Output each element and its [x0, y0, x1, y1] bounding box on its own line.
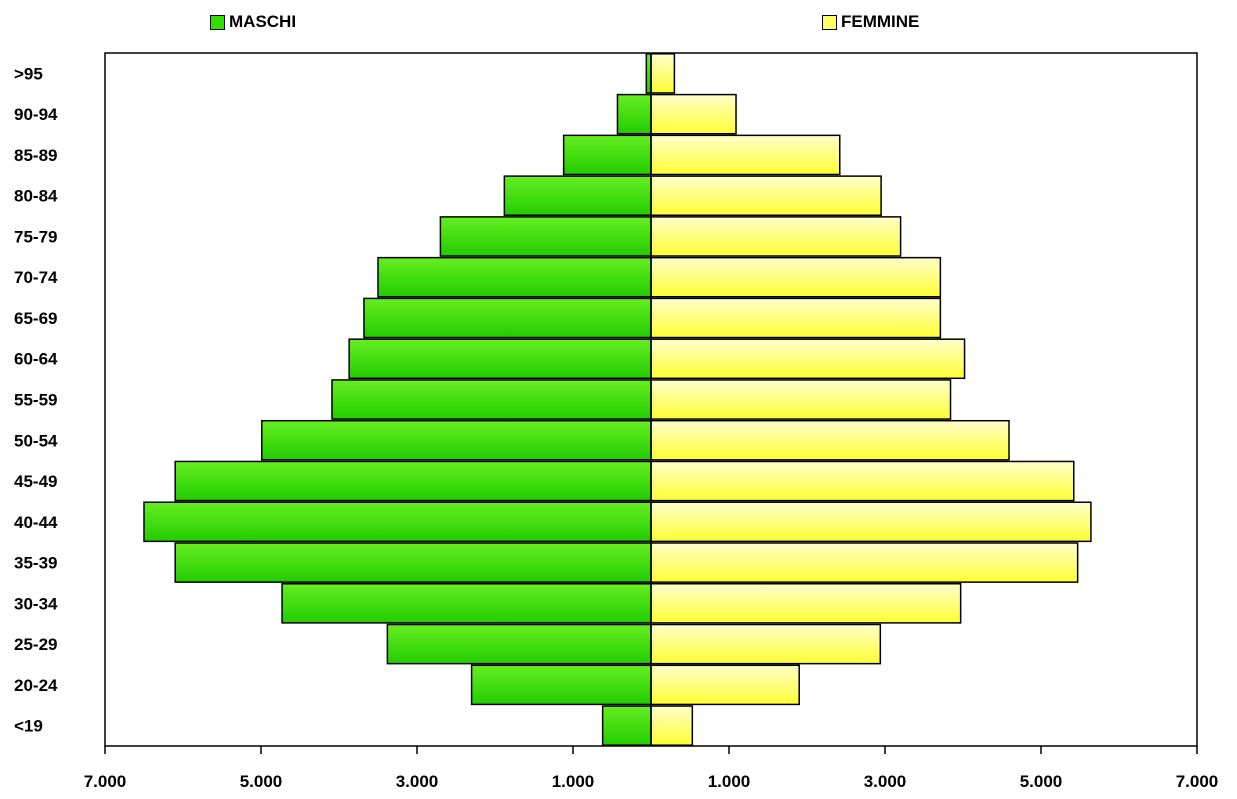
bar-femmine-12: [650, 542, 1079, 583]
bar-maschi-11: [143, 501, 652, 543]
bar-femmine-4: [650, 216, 902, 257]
legend-item-maschi: MASCHI: [210, 12, 296, 32]
bar-maschi-3: [503, 175, 652, 216]
legend-swatch-femmine: [822, 14, 837, 30]
legend-label-femmine: FEMMINE: [841, 12, 920, 31]
bar-femmine-15: [650, 664, 800, 706]
y-tick-label: 55-59: [14, 391, 57, 410]
bar-maschi-14: [386, 623, 652, 665]
bar-maschi-16: [601, 705, 652, 746]
bar-femmine-7: [650, 338, 966, 380]
y-tick-label: 20-24: [14, 676, 58, 695]
x-tick-label: 3.000: [864, 772, 907, 791]
bar-maschi-10: [174, 460, 652, 502]
bar-maschi-1: [616, 93, 652, 135]
legend-swatch-maschi: [210, 14, 225, 30]
bar-maschi-2: [562, 134, 652, 176]
y-tick-label: 60-64: [14, 350, 58, 369]
bar-maschi-15: [470, 664, 652, 706]
x-tick-label: 7.000: [1176, 772, 1219, 791]
x-tick-label: 1.000: [552, 772, 595, 791]
bar-femmine-2: [650, 134, 841, 176]
bar-femmine-5: [650, 256, 942, 298]
bar-femmine-16: [650, 705, 694, 746]
bar-maschi-4: [439, 216, 652, 257]
legend-item-femmine: FEMMINE: [822, 12, 919, 32]
bar-maschi-5: [377, 256, 652, 298]
bar-femmine-13: [650, 583, 962, 624]
bar-femmine-8: [650, 379, 952, 420]
y-tick-label: <19: [14, 717, 43, 736]
bar-maschi-9: [261, 419, 652, 461]
y-tick-label: 50-54: [14, 431, 58, 450]
bar-femmine-6: [650, 297, 942, 339]
y-tick-label: >95: [14, 64, 43, 83]
legend-label-maschi: MASCHI: [229, 12, 297, 31]
y-tick-label: 75-79: [14, 227, 57, 246]
x-tick-label: 3.000: [396, 772, 439, 791]
bar-femmine-3: [650, 175, 882, 216]
bar-maschi-12: [174, 542, 652, 583]
y-tick-label: 90-94: [14, 105, 58, 124]
y-tick-label: 35-39: [14, 554, 57, 573]
y-tick-label: 65-69: [14, 309, 57, 328]
x-tick-label: 5.000: [240, 772, 283, 791]
bar-maschi-8: [331, 379, 652, 420]
bar-maschi-6: [363, 297, 652, 339]
bar-femmine-1: [650, 93, 737, 135]
x-tick-label: 7.000: [84, 772, 127, 791]
bar-femmine-10: [650, 460, 1075, 502]
y-tick-label: 80-84: [14, 187, 58, 206]
y-tick-label: 70-74: [14, 268, 58, 287]
bar-maschi-13: [281, 583, 652, 624]
bar-femmine-9: [650, 419, 1010, 461]
x-tick-label: 1.000: [708, 772, 751, 791]
y-tick-label: 45-49: [14, 472, 57, 491]
bar-femmine-0: [650, 53, 676, 94]
bar-maschi-7: [348, 338, 652, 380]
y-tick-label: 25-29: [14, 635, 57, 654]
y-tick-label: 30-34: [14, 594, 58, 613]
y-tick-label: 40-44: [14, 513, 58, 532]
x-tick-label: 5.000: [1020, 772, 1063, 791]
bar-femmine-11: [650, 501, 1092, 543]
bar-femmine-14: [650, 623, 882, 665]
y-tick-label: 85-89: [14, 146, 57, 165]
